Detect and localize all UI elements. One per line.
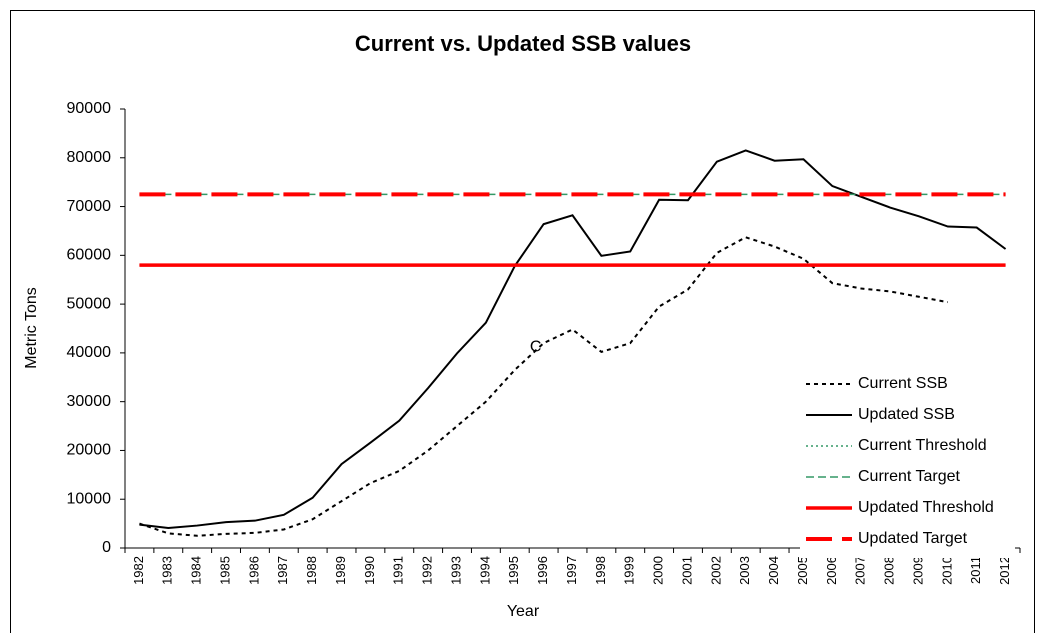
y-tick-label: 10000: [67, 490, 112, 507]
x-tick-label: 1994: [477, 556, 492, 585]
legend-background: [800, 368, 1015, 558]
y-tick-label: 80000: [67, 149, 112, 166]
x-tick-label: 1984: [189, 556, 204, 585]
x-tick-label: 2011: [968, 556, 983, 584]
y-tick-label: 0: [102, 539, 111, 556]
legend-label: Updated Threshold: [858, 499, 994, 516]
x-tick-label: 2002: [708, 556, 723, 585]
y-tick-label: 40000: [67, 344, 112, 361]
x-tick-label: 2010: [939, 556, 954, 585]
series-line: [139, 149, 1007, 530]
x-tick-label: 1996: [535, 556, 550, 585]
x-tick-label: 2009: [910, 556, 925, 585]
x-tick-label: 2007: [853, 556, 868, 585]
legend-label: Updated Target: [858, 530, 968, 547]
x-tick-label: 2005: [795, 556, 810, 585]
chart-border: [10, 10, 1035, 633]
legend-label: Updated SSB: [858, 406, 955, 423]
y-tick-label: 30000: [67, 393, 112, 410]
x-tick-label: 1993: [448, 556, 463, 585]
x-tick-label: 1992: [420, 556, 435, 585]
x-tick-label: 1982: [131, 556, 146, 585]
x-tick-label: 1995: [506, 556, 521, 585]
x-axis-label: Year: [507, 603, 540, 620]
x-tick-label: 1987: [275, 556, 290, 585]
chart-title: Current vs. Updated SSB values: [355, 31, 691, 56]
x-tick-label: 2012: [997, 556, 1012, 585]
x-tick-label: 1991: [391, 556, 406, 585]
legend-label: Current Threshold: [858, 437, 987, 454]
x-tick-label: 1997: [564, 556, 579, 585]
x-tick-label: 2003: [737, 556, 752, 585]
x-tick-label: 1998: [593, 556, 608, 585]
x-tick-label: 1986: [246, 556, 261, 585]
x-tick-label: 1983: [160, 556, 175, 585]
x-tick-label: 1989: [333, 556, 348, 585]
series-line: [139, 236, 949, 537]
x-tick-label: 2006: [824, 556, 839, 585]
y-tick-label: 60000: [67, 247, 112, 264]
x-tick-label: 2004: [766, 556, 781, 585]
legend-label: Current SSB: [858, 375, 948, 392]
y-tick-label: 70000: [67, 198, 112, 215]
x-tick-label: 1990: [362, 556, 377, 585]
y-tick-label: 20000: [67, 442, 112, 459]
x-tick-label: 1985: [217, 556, 232, 585]
annotation: C: [530, 338, 542, 355]
y-tick-label: 90000: [67, 100, 112, 117]
x-tick-label: 2008: [882, 556, 897, 585]
legend-label: Current Target: [858, 468, 961, 485]
x-tick-label: 1999: [622, 556, 637, 585]
x-tick-label: 2001: [679, 556, 694, 585]
y-tick-label: 50000: [67, 295, 112, 312]
y-axis-label: Metric Tons: [23, 287, 40, 369]
x-tick-label: 2000: [651, 556, 666, 585]
x-tick-label: 1988: [304, 556, 319, 585]
